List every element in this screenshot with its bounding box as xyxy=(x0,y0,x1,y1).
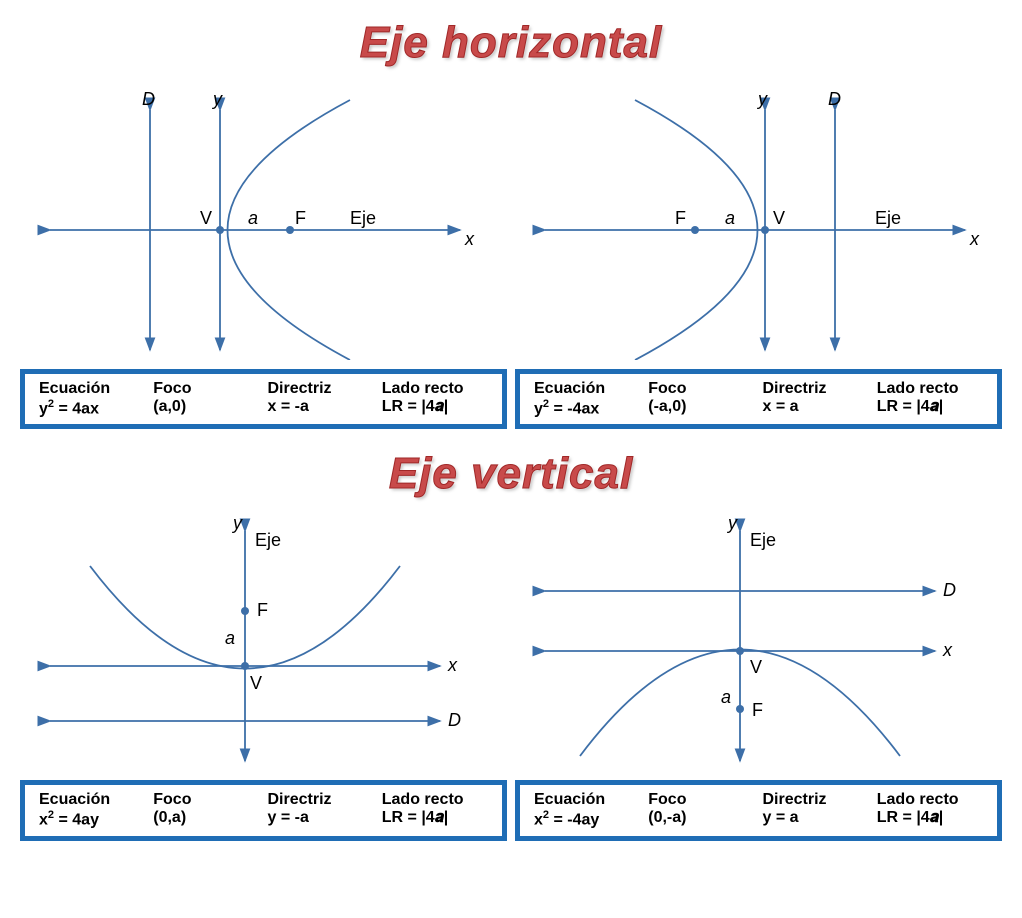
val-directrix: y = a xyxy=(763,809,869,827)
hdr-directrix: Directriz xyxy=(268,380,374,398)
val-focus: (0,a) xyxy=(153,809,259,827)
hdr-directrix: Directriz xyxy=(763,380,869,398)
svg-text:Eje: Eje xyxy=(255,530,281,550)
hdr-equation: Ecuación xyxy=(39,791,145,809)
svg-text:x: x xyxy=(464,229,475,249)
svg-text:a: a xyxy=(248,208,258,228)
val-latus: LR = |4𝒂| xyxy=(877,809,983,827)
svg-text:a: a xyxy=(225,628,235,648)
svg-text:Eje: Eje xyxy=(875,208,901,228)
svg-text:y: y xyxy=(211,89,223,109)
hdr-equation: Ecuación xyxy=(39,380,145,398)
hdr-latus: Lado recto xyxy=(877,380,983,398)
row-horizontal: D y V a F Eje x Ecuación y2 = 4ax Foco (… xyxy=(20,80,1002,429)
svg-text:D: D xyxy=(142,89,155,109)
svg-text:x: x xyxy=(447,655,458,675)
row-vertical: y Eje F a V x D Ecuación x2 = 4ay Foco (… xyxy=(20,511,1002,840)
graph-v-up: y Eje F a V x D xyxy=(20,511,507,776)
svg-text:D: D xyxy=(828,89,841,109)
hdr-focus: Foco xyxy=(648,380,754,398)
panel-v-down: y Eje D x V a F Ecuación x2 = -4ay Foco … xyxy=(515,511,1002,840)
svg-text:a: a xyxy=(725,208,735,228)
val-latus: LR = |4𝒂| xyxy=(877,398,983,416)
hdr-latus: Lado recto xyxy=(382,791,488,809)
val-equation: x2 = 4ay xyxy=(39,809,145,829)
svg-text:y: y xyxy=(726,513,738,533)
svg-text:V: V xyxy=(200,208,212,228)
val-focus: (-a,0) xyxy=(648,398,754,416)
val-latus: LR = |4𝒂| xyxy=(382,809,488,827)
hdr-latus: Lado recto xyxy=(877,791,983,809)
svg-text:Eje: Eje xyxy=(750,530,776,550)
panel-h-left: y D F a V Eje x Ecuación y2 = -4ax Foco … xyxy=(515,80,1002,429)
svg-text:y: y xyxy=(756,89,768,109)
svg-text:x: x xyxy=(969,229,980,249)
svg-text:x: x xyxy=(942,640,953,660)
val-latus: LR = |4𝒂| xyxy=(382,398,488,416)
svg-text:a: a xyxy=(721,687,731,707)
hdr-equation: Ecuación xyxy=(534,380,640,398)
val-equation: x2 = -4ay xyxy=(534,809,640,829)
val-focus: (a,0) xyxy=(153,398,259,416)
info-box-h-right: Ecuación y2 = 4ax Foco (a,0) Directriz x… xyxy=(20,369,507,429)
hdr-focus: Foco xyxy=(153,791,259,809)
title-horizontal: Eje horizontal xyxy=(20,18,1002,68)
val-focus: (0,-a) xyxy=(648,809,754,827)
hdr-equation: Ecuación xyxy=(534,791,640,809)
val-equation: y2 = -4ax xyxy=(534,398,640,418)
val-directrix: x = a xyxy=(763,398,869,416)
svg-text:D: D xyxy=(943,580,956,600)
hdr-directrix: Directriz xyxy=(268,791,374,809)
svg-text:F: F xyxy=(295,208,306,228)
graph-h-left: y D F a V Eje x xyxy=(515,80,1002,365)
svg-text:F: F xyxy=(675,208,686,228)
hdr-directrix: Directriz xyxy=(763,791,869,809)
info-box-v-up: Ecuación x2 = 4ay Foco (0,a) Directriz y… xyxy=(20,780,507,840)
val-equation: y2 = 4ax xyxy=(39,398,145,418)
svg-text:y: y xyxy=(231,513,243,533)
svg-text:V: V xyxy=(750,657,762,677)
title-vertical: Eje vertical xyxy=(20,449,1002,499)
svg-text:F: F xyxy=(257,600,268,620)
svg-text:Eje: Eje xyxy=(350,208,376,228)
hdr-focus: Foco xyxy=(648,791,754,809)
svg-text:V: V xyxy=(773,208,785,228)
graph-v-down: y Eje D x V a F xyxy=(515,511,1002,776)
hdr-latus: Lado recto xyxy=(382,380,488,398)
svg-text:V: V xyxy=(250,673,262,693)
val-directrix: y = -a xyxy=(268,809,374,827)
info-box-h-left: Ecuación y2 = -4ax Foco (-a,0) Directriz… xyxy=(515,369,1002,429)
panel-v-up: y Eje F a V x D Ecuación x2 = 4ay Foco (… xyxy=(20,511,507,840)
graph-h-right: D y V a F Eje x xyxy=(20,80,507,365)
svg-text:D: D xyxy=(448,710,461,730)
hdr-focus: Foco xyxy=(153,380,259,398)
svg-text:F: F xyxy=(752,700,763,720)
info-box-v-down: Ecuación x2 = -4ay Foco (0,-a) Directriz… xyxy=(515,780,1002,840)
panel-h-right: D y V a F Eje x Ecuación y2 = 4ax Foco (… xyxy=(20,80,507,429)
val-directrix: x = -a xyxy=(268,398,374,416)
